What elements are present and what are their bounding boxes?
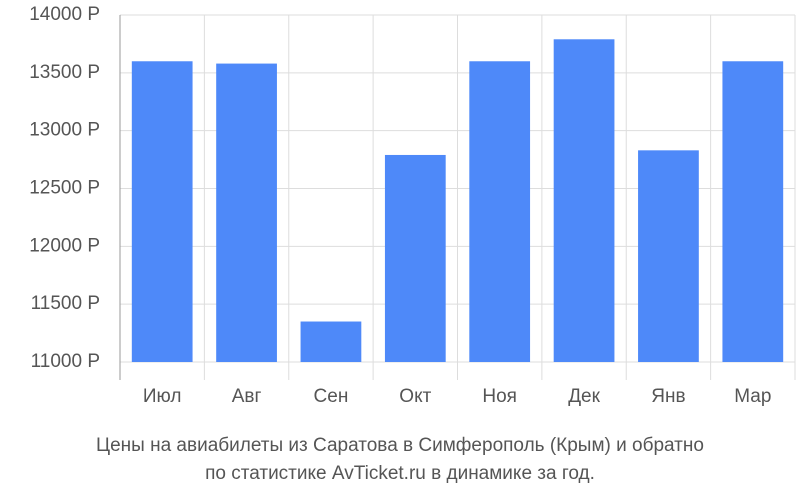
- bar: [553, 39, 615, 362]
- y-tick-label: 11500 Р: [31, 293, 100, 314]
- x-tick-label: Авг: [232, 386, 262, 407]
- bar: [722, 61, 784, 363]
- x-tick-label: Мар: [734, 386, 771, 407]
- bar: [216, 63, 277, 363]
- bar: [638, 150, 699, 362]
- bar: [300, 321, 362, 362]
- x-tick-label: Ноя: [482, 386, 517, 407]
- y-tick-label: 12000 Р: [29, 235, 100, 256]
- x-tick-label: Окт: [399, 386, 431, 407]
- x-tick-label: Дек: [568, 386, 600, 407]
- bar: [469, 61, 531, 363]
- bar: [384, 154, 446, 362]
- chart-title-line: по статистике AvTicket.ru в динамике за …: [205, 463, 595, 484]
- y-tick-label: 11000 Р: [31, 351, 100, 372]
- y-tick-label: 14000 Р: [29, 4, 100, 25]
- y-tick-label: 13000 Р: [29, 120, 100, 141]
- y-tick-label: 12500 Р: [29, 178, 100, 199]
- x-tick-label: Янв: [651, 386, 685, 407]
- y-tick-label: 13500 Р: [29, 62, 100, 83]
- chart-title-line: Цены на авиабилеты из Саратова в Симферо…: [96, 435, 704, 456]
- x-tick-label: Июл: [143, 386, 182, 407]
- x-tick-label: Сен: [314, 386, 349, 407]
- bar: [131, 61, 193, 363]
